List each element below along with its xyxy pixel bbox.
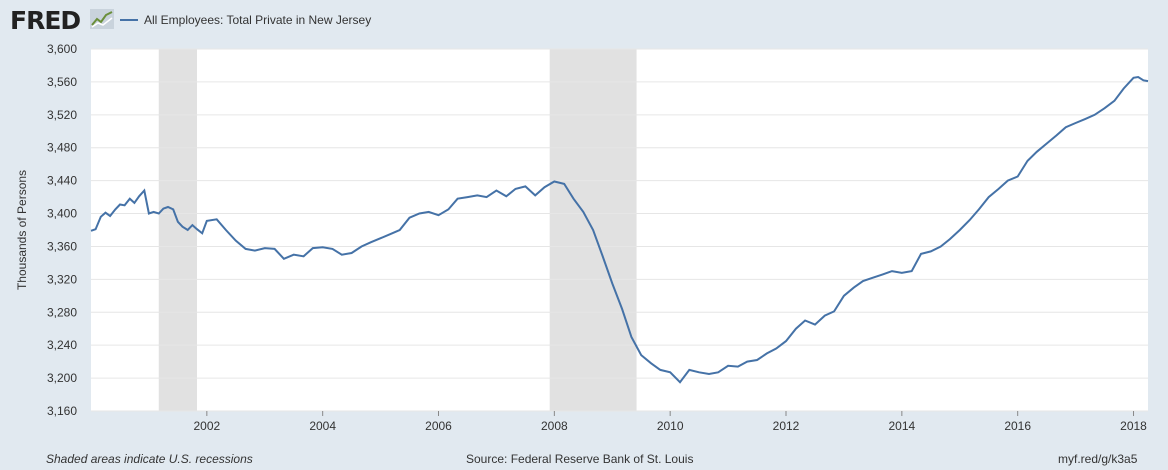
y-tick-label: 3,400 xyxy=(47,207,77,221)
recession-band-0 xyxy=(158,49,197,411)
x-tick-label: 2010 xyxy=(657,419,684,433)
recession-note: Shaded areas indicate U.S. recessions xyxy=(46,452,253,466)
y-tick-label: 3,440 xyxy=(47,174,77,188)
y-tick-label: 3,280 xyxy=(47,305,77,319)
legend-line-swatch xyxy=(120,19,138,21)
y-tick-label: 3,320 xyxy=(47,272,77,286)
chart-header: FRED All Employees: Total Private in New… xyxy=(0,0,1168,40)
y-tick-label: 3,520 xyxy=(47,108,77,122)
x-tick-label: 2018 xyxy=(1120,419,1147,433)
y-tick-label: 3,160 xyxy=(47,404,77,418)
y-tick-label: 3,560 xyxy=(47,75,77,89)
fred-logo-graph-icon xyxy=(90,9,114,29)
x-tick-label: 2006 xyxy=(425,419,452,433)
y-tick-label: 3,480 xyxy=(47,141,77,155)
x-tick-label: 2002 xyxy=(193,419,220,433)
y-tick-label: 3,360 xyxy=(47,239,77,253)
x-axis-ticks: 2002 2004 2006 2008 2010 2012 2014 2016 2018 xyxy=(193,411,1147,433)
y-tick-label: 3,240 xyxy=(47,338,77,352)
x-tick-label: 2004 xyxy=(309,419,336,433)
gridlines xyxy=(91,48,1148,412)
line-chart: 3,160 3,200 3,240 3,280 3,320 3,360 3,400 3,440… xyxy=(15,42,1149,433)
series-line xyxy=(90,75,1149,384)
fred-logo[interactable]: FRED xyxy=(10,6,81,35)
y-axis-ticks: 3,160 3,200 3,240 3,280 3,320 3,360 3,400 3,440… xyxy=(47,42,77,418)
legend-series-label[interactable]: All Employees: Total Private in New Jers… xyxy=(144,13,372,27)
y-axis-label: Thousands of Persons xyxy=(15,170,29,290)
legend[interactable]: All Employees: Total Private in New Jers… xyxy=(120,12,371,28)
x-tick-label: 2016 xyxy=(1004,419,1031,433)
y-tick-label: 3,200 xyxy=(47,371,77,385)
x-tick-label: 2008 xyxy=(541,419,568,433)
x-tick-label: 2014 xyxy=(888,419,915,433)
source-credit[interactable]: Source: Federal Reserve Bank of St. Loui… xyxy=(466,452,694,466)
y-tick-label: 3,600 xyxy=(47,42,77,56)
short-url-link[interactable]: myf.red/g/k3a5 xyxy=(1058,452,1138,466)
x-tick-label: 2012 xyxy=(773,419,800,433)
